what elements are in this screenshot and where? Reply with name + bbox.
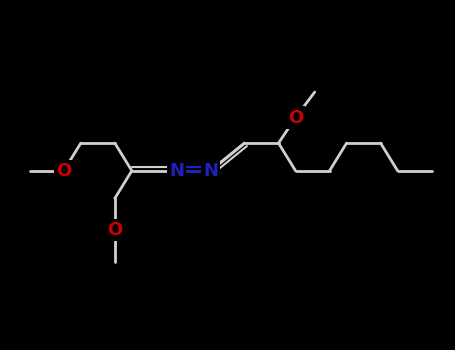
- Text: N: N: [203, 162, 218, 180]
- Text: N: N: [169, 162, 184, 180]
- Text: O: O: [107, 221, 122, 239]
- Text: O: O: [288, 108, 303, 127]
- Text: O: O: [56, 162, 71, 180]
